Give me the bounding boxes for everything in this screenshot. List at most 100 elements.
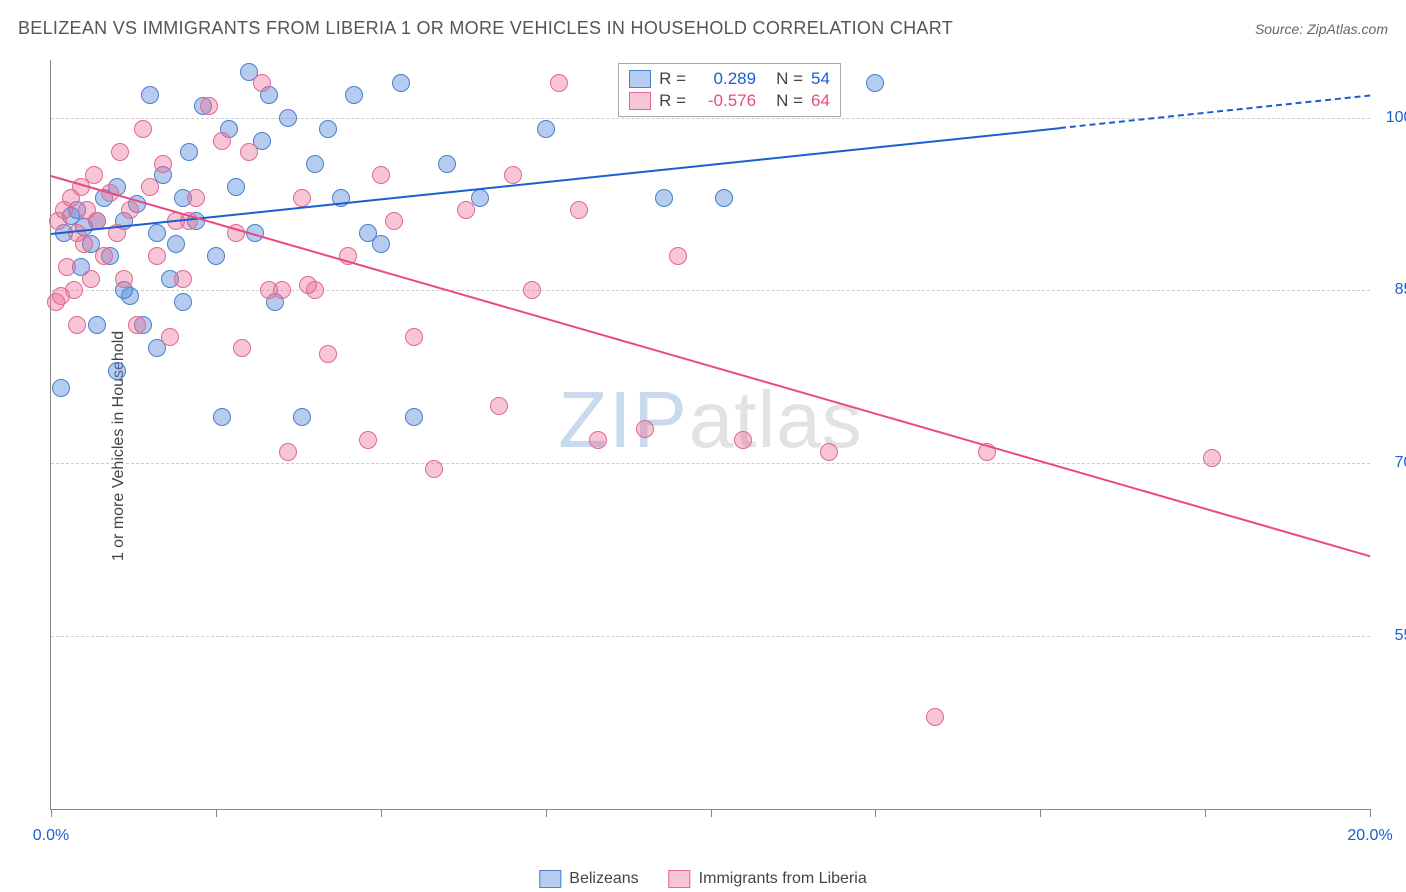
data-point [82, 270, 100, 288]
gridline [51, 636, 1370, 637]
stats-row: R =-0.576N =64 [629, 90, 830, 112]
data-point [438, 155, 456, 173]
x-tick [546, 809, 547, 817]
data-point [537, 120, 555, 138]
data-point [167, 235, 185, 253]
stats-r-label: R = [659, 91, 686, 111]
data-point [636, 420, 654, 438]
data-point [715, 189, 733, 207]
data-point [392, 74, 410, 92]
data-point [174, 293, 192, 311]
data-point [319, 120, 337, 138]
data-point [425, 460, 443, 478]
data-point [372, 166, 390, 184]
chart-header: BELIZEAN VS IMMIGRANTS FROM LIBERIA 1 OR… [18, 18, 1388, 39]
data-point [187, 189, 205, 207]
data-point [589, 431, 607, 449]
data-point [820, 443, 838, 461]
y-axis-tick-label: 55.0% [1395, 627, 1406, 645]
data-point [115, 270, 133, 288]
stats-r-value: 0.289 [694, 69, 756, 89]
stats-row: R =0.289N =54 [629, 68, 830, 90]
data-point [359, 431, 377, 449]
data-point [253, 74, 271, 92]
data-point [88, 316, 106, 334]
data-point [134, 120, 152, 138]
data-point [52, 379, 70, 397]
x-tick [216, 809, 217, 817]
data-point [95, 247, 113, 265]
legend-swatch-icon [539, 870, 561, 888]
regression-line [51, 175, 1371, 557]
y-axis-tick-label: 100.0% [1386, 109, 1406, 127]
x-tick [1370, 809, 1371, 817]
data-point [866, 74, 884, 92]
data-point [180, 143, 198, 161]
data-point [233, 339, 251, 357]
chart-source: Source: ZipAtlas.com [1255, 21, 1388, 37]
stats-swatch-icon [629, 92, 651, 110]
stats-n-label: N = [776, 91, 803, 111]
data-point [161, 328, 179, 346]
watermark-zip: ZIP [558, 375, 688, 464]
data-point [121, 201, 139, 219]
data-point [279, 109, 297, 127]
data-point [65, 281, 83, 299]
data-point [85, 166, 103, 184]
data-point [319, 345, 337, 363]
stats-box: R =0.289N =54R =-0.576N =64 [618, 63, 841, 117]
data-point [550, 74, 568, 92]
data-point [504, 166, 522, 184]
data-point [655, 189, 673, 207]
data-point [148, 247, 166, 265]
legend-label: Immigrants from Liberia [699, 870, 867, 888]
data-point [490, 397, 508, 415]
data-point [128, 316, 146, 334]
legend: Belizeans Immigrants from Liberia [539, 870, 866, 888]
data-point [200, 97, 218, 115]
data-point [148, 224, 166, 242]
data-point [279, 443, 297, 461]
data-point [345, 86, 363, 104]
legend-label: Belizeans [569, 870, 638, 888]
data-point [58, 258, 76, 276]
x-tick [381, 809, 382, 817]
y-axis-tick-label: 85.0% [1395, 281, 1406, 299]
stats-n-label: N = [776, 69, 803, 89]
x-axis-tick-label: 0.0% [33, 827, 69, 845]
x-tick [1205, 809, 1206, 817]
data-point [213, 408, 231, 426]
data-point [141, 86, 159, 104]
data-point [299, 276, 317, 294]
data-point [306, 155, 324, 173]
watermark: ZIPatlas [558, 374, 862, 466]
data-point [669, 247, 687, 265]
legend-swatch-icon [669, 870, 691, 888]
data-point [240, 143, 258, 161]
data-point [111, 143, 129, 161]
data-point [154, 155, 172, 173]
gridline [51, 290, 1370, 291]
data-point [141, 178, 159, 196]
data-point [523, 281, 541, 299]
x-tick [711, 809, 712, 817]
stats-swatch-icon [629, 70, 651, 88]
data-point [405, 408, 423, 426]
chart-title: BELIZEAN VS IMMIGRANTS FROM LIBERIA 1 OR… [18, 18, 953, 39]
data-point [385, 212, 403, 230]
data-point [68, 316, 86, 334]
legend-item-liberia: Immigrants from Liberia [669, 870, 867, 888]
data-point [1203, 449, 1221, 467]
data-point [207, 247, 225, 265]
data-point [372, 235, 390, 253]
data-point [570, 201, 588, 219]
data-point [273, 281, 291, 299]
data-point [405, 328, 423, 346]
stats-r-value: -0.576 [694, 91, 756, 111]
x-tick [1040, 809, 1041, 817]
data-point [75, 235, 93, 253]
data-point [174, 270, 192, 288]
data-point [293, 189, 311, 207]
data-point [293, 408, 311, 426]
data-point [213, 132, 231, 150]
